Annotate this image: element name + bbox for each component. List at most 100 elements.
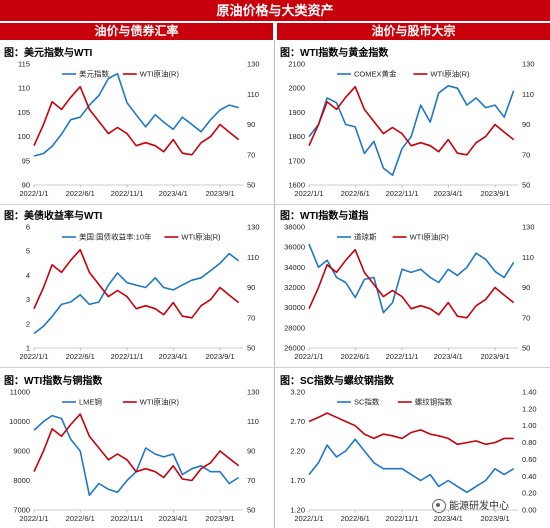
y-left-tick-label: 105 <box>17 108 30 117</box>
x-tick-label: 2022/6/1 <box>66 514 95 523</box>
chart-wti-copper: 7000 8000 9000 10000 11000 50 70 90 110 130 2022/1… <box>9 388 260 524</box>
y-left-tick-label: 30000 <box>284 303 305 312</box>
chart-title: 图：WTI指数与铜指数 <box>4 376 103 387</box>
y-right-tick-label: 130 <box>247 388 260 397</box>
legend-label: COMEX黄金 <box>354 69 397 79</box>
y-left-tick-label: 28000 <box>284 323 305 332</box>
y-right-tick-label: 50 <box>522 181 530 190</box>
y-left-tick-label: 1.20 <box>290 506 305 515</box>
y-right-tick-label: 0.00 <box>522 506 537 515</box>
legend-label: 螺纹钢指数 <box>415 397 453 407</box>
y-left-tick-label: 8000 <box>13 476 30 485</box>
y-left-tick-label: 95 <box>22 156 30 165</box>
y-right-tick-label: 110 <box>247 417 259 426</box>
legend-label: LME铜 <box>79 397 102 407</box>
y-right-tick-label: 50 <box>247 181 255 190</box>
y-left-tick-label: 26000 <box>284 344 305 353</box>
watermark: 能源研发中心 <box>432 497 509 514</box>
y-left-tick-label: 10000 <box>9 417 30 426</box>
y-right-tick-label: 50 <box>247 506 255 515</box>
y-left-tick-label: 90 <box>22 181 30 190</box>
page-title: 原油价格与大类资产 <box>0 0 550 21</box>
series-line-1 <box>308 84 515 177</box>
legend-label: WTI原油(R) <box>140 397 180 407</box>
y-left-tick-label: 3.20 <box>290 388 305 397</box>
x-tick-label: 2022/11/1 <box>386 514 419 523</box>
y-right-tick-label: 1.20 <box>522 404 537 413</box>
y-left-tick-label: 5 <box>26 247 30 256</box>
y-left-tick-label: 1700 <box>288 156 305 165</box>
chart-title: 图：SC指数与螺纹钢指数 <box>280 376 394 387</box>
y-right-tick-label: 50 <box>522 344 530 353</box>
y-right-tick-label: 130 <box>522 223 535 232</box>
y-right-tick-label: 0.80 <box>522 438 537 447</box>
series-line-1 <box>308 438 515 494</box>
y-left-tick-label: 3 <box>26 295 30 304</box>
y-right-tick-label: 90 <box>522 283 530 292</box>
x-tick-label: 2022/6/1 <box>341 352 370 361</box>
series-line-1 <box>33 414 240 497</box>
y-left-tick-label: 9000 <box>13 447 30 456</box>
legend-label: WTI原油(R) <box>410 232 450 242</box>
y-right-tick-label: 50 <box>247 344 255 353</box>
y-right-tick-label: 110 <box>247 90 259 99</box>
y-right-tick-label: 70 <box>247 476 255 485</box>
y-left-tick-label: 1800 <box>288 132 305 141</box>
series-line-2 <box>308 248 515 319</box>
x-tick-label: 2023/9/1 <box>205 514 234 523</box>
chart-usd-wti: 90 95 100 105 110 115 50 70 90 110 130 2022/1/1 2022… <box>17 60 259 199</box>
y-right-tick-label: 130 <box>247 223 260 232</box>
x-tick-label: 2023/9/1 <box>480 514 509 523</box>
chart-title: 图：WTI指数与道指 <box>280 211 369 222</box>
y-right-tick-label: 130 <box>522 60 535 69</box>
legend-label: 道琼斯 <box>354 232 377 242</box>
x-tick-label: 2022/1/1 <box>19 189 48 198</box>
series-line-2 <box>33 413 240 482</box>
y-left-tick-label: 4 <box>26 271 30 280</box>
x-tick-label: 2023/4/1 <box>434 352 463 361</box>
x-tick-label: 2022/1/1 <box>19 352 48 361</box>
y-left-tick-label: 32000 <box>284 283 305 292</box>
x-tick-label: 2022/1/1 <box>19 514 48 523</box>
y-left-tick-label: 2.20 <box>290 447 305 456</box>
y-left-tick-label: 6 <box>26 223 30 232</box>
series-line-1 <box>33 252 240 335</box>
y-right-tick-label: 110 <box>247 253 259 262</box>
x-tick-label: 2023/9/1 <box>205 352 234 361</box>
y-left-tick-label: 1600 <box>288 181 305 190</box>
x-tick-label: 2022/6/1 <box>66 352 95 361</box>
x-tick-label: 2022/1/1 <box>294 514 323 523</box>
x-tick-label: 2023/4/1 <box>159 514 188 523</box>
legend-label: WTI原油(R) <box>140 69 180 79</box>
y-right-tick-label: 0.40 <box>522 472 537 481</box>
y-left-tick-label: 2 <box>26 319 30 328</box>
y-left-tick-label: 38000 <box>284 223 305 232</box>
series-line-1 <box>33 72 239 157</box>
y-right-tick-label: 110 <box>522 90 534 99</box>
x-tick-label: 2022/11/1 <box>386 189 419 198</box>
y-right-tick-label: 1.40 <box>522 388 537 397</box>
series-line-2 <box>308 85 515 156</box>
series-line-2 <box>33 248 240 319</box>
y-left-tick-label: 100 <box>17 132 30 141</box>
row-divider <box>0 204 550 205</box>
chart-wti-gold: 1600 1700 1800 1900 2000 2100 50 70 90 110 130 2022… <box>288 60 535 199</box>
x-tick-label: 2022/6/1 <box>341 514 370 523</box>
legend-label: SC指数 <box>354 397 380 407</box>
series-line-2 <box>308 412 514 446</box>
legend-label: WTI原油(R) <box>430 69 470 79</box>
y-left-tick-label: 1900 <box>288 108 305 117</box>
y-right-tick-label: 90 <box>247 283 255 292</box>
y-left-tick-label: 110 <box>18 84 30 93</box>
y-left-tick-label: 11000 <box>10 388 30 397</box>
x-tick-label: 2022/11/1 <box>111 514 144 523</box>
chart-title: 图：美元指数与WTI <box>4 48 93 59</box>
y-right-tick-label: 70 <box>522 313 530 322</box>
series-line-2 <box>33 85 240 156</box>
y-right-tick-label: 0.60 <box>522 455 537 464</box>
chart-ust-wti: 1 2 3 4 5 6 50 70 90 110 130 2022/1/1 2022/6/1 2022/1… <box>19 223 260 362</box>
wechat-icon <box>432 499 446 514</box>
y-right-tick-label: 70 <box>247 150 255 159</box>
series-line-1 <box>308 243 515 314</box>
